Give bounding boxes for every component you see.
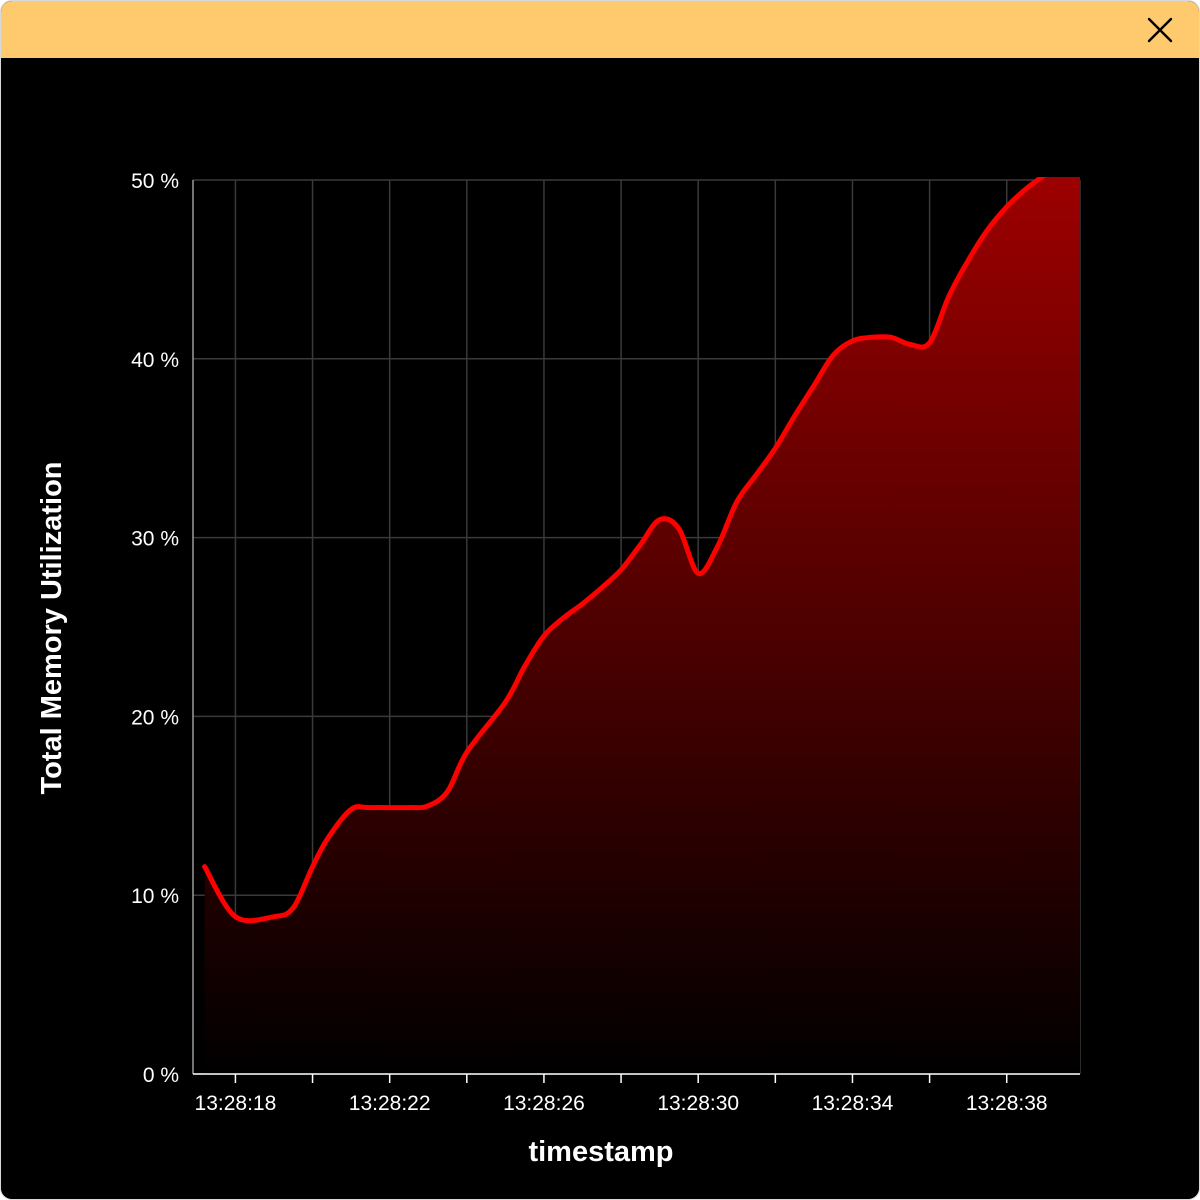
series-area [202, 177, 1080, 1074]
x-tick-label: 13:28:30 [657, 1092, 739, 1115]
y-tick-label: 50 % [131, 170, 179, 193]
x-tick-label: 13:28:18 [195, 1092, 277, 1115]
window-titlebar [1, 1, 1199, 58]
axis-labels: timestamp Total Memory Utilization [36, 462, 674, 1168]
chart-area: 0 % 10 % 20 % 30 % 40 % 50 % 13:28:18 13:28:22 1… [1, 58, 1199, 1199]
close-icon [1147, 17, 1173, 43]
y-tick-label: 0 % [143, 1064, 179, 1087]
series-line [202, 177, 1047, 924]
memory-utilization-chart: 0 % 10 % 20 % 30 % 40 % 50 % 13:28:18 13:28:22 1… [36, 170, 1081, 1168]
y-tick-label: 30 % [131, 528, 179, 551]
axes: 0 % 10 % 20 % 30 % 40 % 50 % 13:28:18 13:28:22 1… [131, 170, 1080, 1115]
close-button[interactable] [1143, 13, 1177, 47]
x-tick-label: 13:28:26 [503, 1092, 585, 1115]
series-area-fill [204, 177, 1080, 1074]
y-tick-label: 10 % [131, 885, 179, 908]
x-tick-label: 13:28:22 [349, 1092, 431, 1115]
y-tick-label: 40 % [131, 349, 179, 372]
x-tick-label: 13:28:38 [966, 1092, 1048, 1115]
x-tick-label: 13:28:34 [812, 1092, 894, 1115]
x-axis-title: timestamp [528, 1136, 673, 1168]
y-tick-label: 20 % [131, 706, 179, 729]
y-axis-title: Total Memory Utilization [36, 462, 68, 795]
